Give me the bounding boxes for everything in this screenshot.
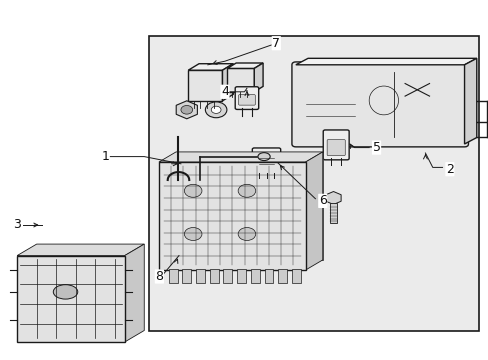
Bar — [291, 269, 300, 283]
Bar — [278, 269, 286, 283]
Polygon shape — [305, 152, 322, 270]
Circle shape — [184, 184, 202, 197]
Text: 1: 1 — [101, 150, 109, 163]
Circle shape — [238, 228, 255, 240]
Circle shape — [211, 106, 221, 113]
Polygon shape — [222, 64, 233, 101]
Bar — [227, 68, 254, 92]
FancyBboxPatch shape — [252, 148, 280, 174]
Text: 3: 3 — [13, 219, 21, 231]
Text: 5: 5 — [372, 141, 380, 154]
Circle shape — [181, 105, 192, 114]
Bar — [17, 256, 124, 342]
Circle shape — [238, 184, 255, 197]
Bar — [223, 269, 232, 283]
Ellipse shape — [258, 153, 270, 161]
Polygon shape — [176, 152, 322, 260]
Bar — [329, 203, 336, 223]
Ellipse shape — [53, 285, 78, 299]
Bar — [168, 269, 177, 283]
Polygon shape — [227, 63, 263, 68]
FancyBboxPatch shape — [326, 140, 345, 156]
Polygon shape — [17, 244, 144, 256]
FancyBboxPatch shape — [323, 130, 348, 160]
Polygon shape — [295, 58, 476, 65]
Bar — [159, 162, 305, 270]
Text: 8: 8 — [155, 270, 163, 283]
Polygon shape — [124, 244, 144, 342]
Bar — [264, 269, 273, 283]
Circle shape — [205, 102, 226, 118]
Bar — [237, 269, 245, 283]
Text: 2: 2 — [445, 163, 453, 176]
Circle shape — [184, 228, 202, 240]
Polygon shape — [464, 58, 476, 144]
Text: 4: 4 — [221, 85, 228, 98]
Text: 6: 6 — [318, 194, 326, 207]
Bar — [250, 269, 259, 283]
Bar — [149, 36, 478, 331]
Polygon shape — [188, 64, 233, 70]
Polygon shape — [159, 152, 322, 162]
Bar — [209, 269, 218, 283]
Polygon shape — [254, 63, 263, 92]
Bar — [182, 269, 191, 283]
FancyBboxPatch shape — [235, 87, 258, 109]
FancyBboxPatch shape — [291, 62, 468, 147]
FancyBboxPatch shape — [238, 95, 255, 105]
Text: 7: 7 — [272, 37, 280, 50]
Bar — [196, 269, 204, 283]
Bar — [188, 70, 222, 101]
